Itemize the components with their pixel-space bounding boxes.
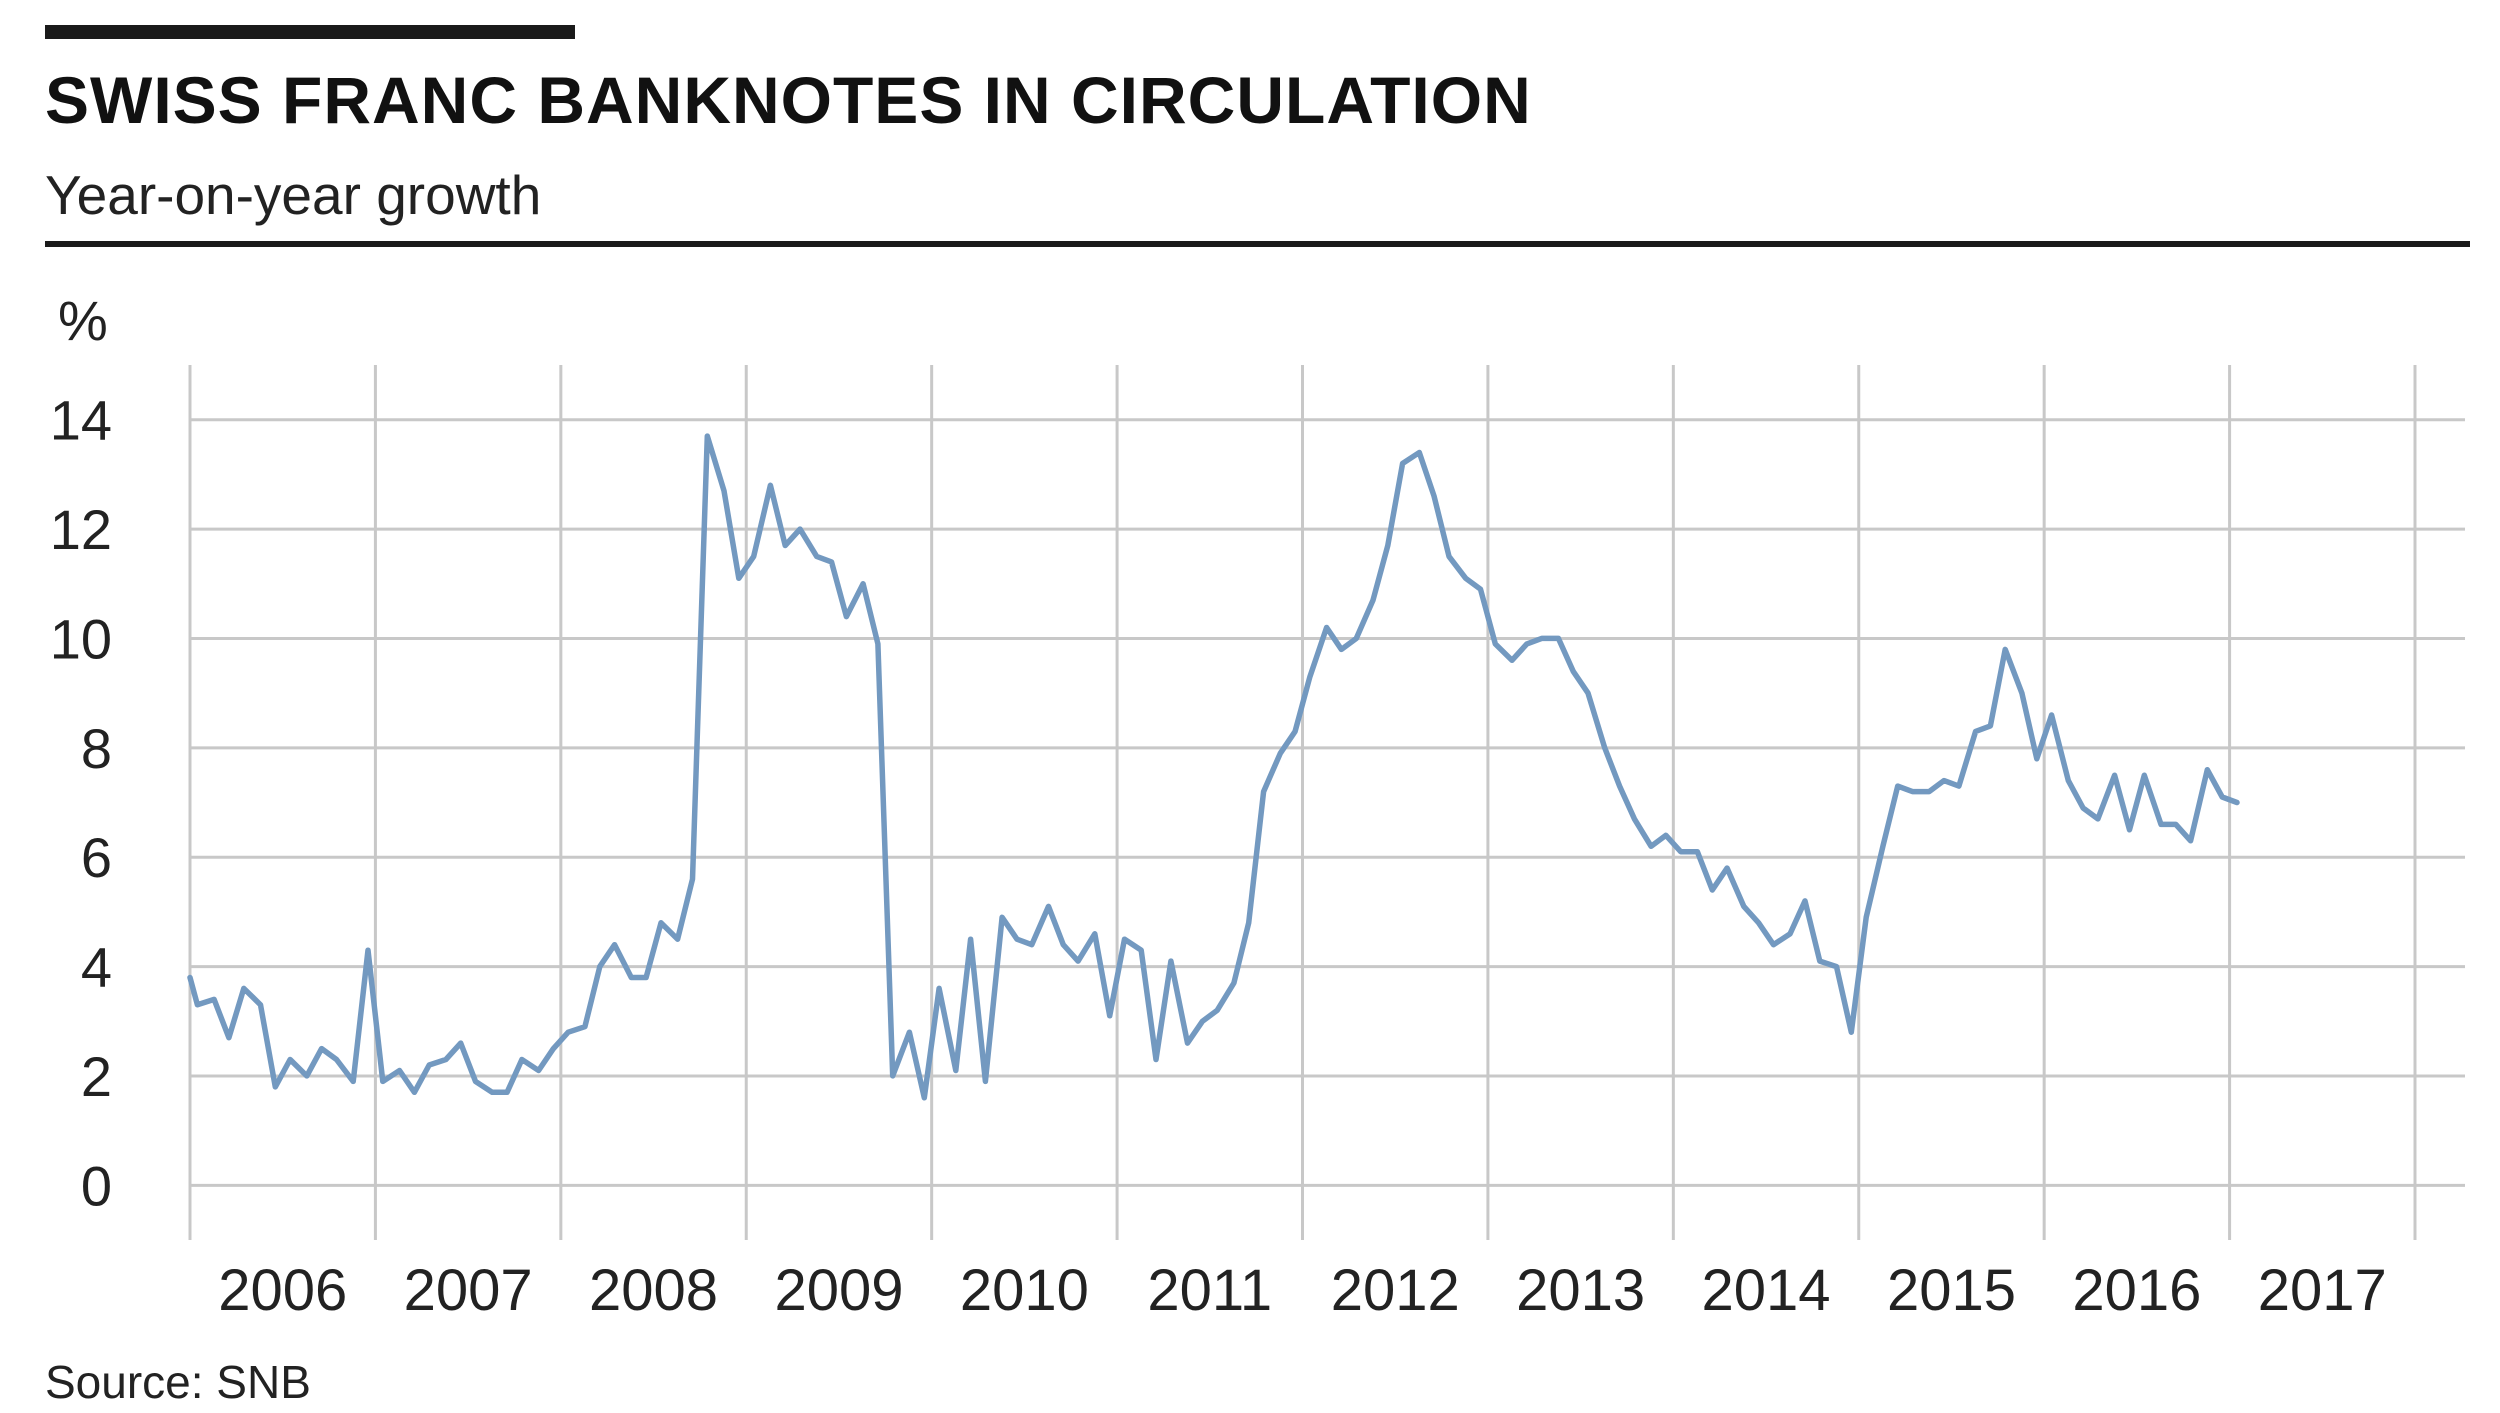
- top-accent-rule: [45, 25, 575, 39]
- series-line: [187, 433, 2240, 1101]
- x-tick-label: 2012: [1331, 1258, 1460, 1323]
- axis-layer: 0 2 4 6 8 10 12 14 2006 2007 2008 2009 2010 2011 2012 2…: [50, 389, 2387, 1323]
- x-tick-label: 2008: [589, 1258, 718, 1323]
- y-tick-label: 8: [81, 717, 112, 780]
- series-layer: [187, 433, 2240, 1101]
- grid-layer: [188, 365, 2465, 1240]
- y-tick-label: 0: [81, 1154, 112, 1217]
- x-tick-label: 2011: [1147, 1258, 1272, 1323]
- x-tick-label: 2010: [960, 1258, 1089, 1323]
- x-tick-label: 2006: [218, 1258, 347, 1323]
- y-tick-label: 4: [81, 936, 112, 999]
- y-tick-label: 14: [50, 389, 112, 452]
- y-tick-label: 6: [81, 826, 112, 889]
- x-tick-label: 2009: [774, 1258, 903, 1323]
- x-tick-label: 2013: [1516, 1258, 1645, 1323]
- y-tick-label: 2: [81, 1045, 112, 1108]
- chart-subtitle: Year-on-year growth: [45, 164, 542, 226]
- x-tick-label: 2014: [1702, 1258, 1831, 1323]
- chart-title: SWISS FRANC BANKNOTES IN CIRCULATION: [45, 63, 1532, 137]
- y-axis-unit-label: %: [58, 289, 108, 352]
- x-tick-label: 2017: [2258, 1258, 2387, 1323]
- x-tick-label: 2015: [1887, 1258, 2016, 1323]
- x-tick-label: 2016: [2072, 1258, 2201, 1323]
- source-note: Source: SNB: [45, 1356, 311, 1408]
- x-tick-label: 2007: [404, 1258, 533, 1323]
- y-tick-label: 10: [50, 607, 112, 670]
- header-rule: [45, 241, 2470, 247]
- y-tick-label: 12: [50, 498, 112, 561]
